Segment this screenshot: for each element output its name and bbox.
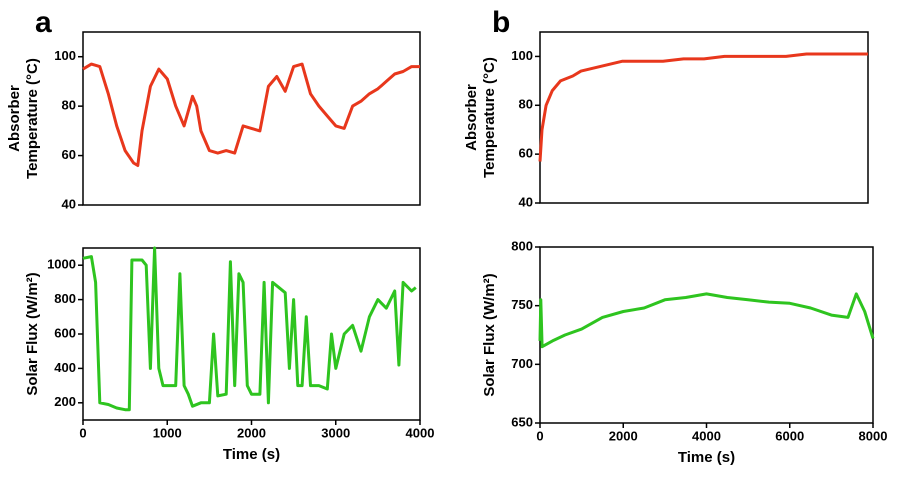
x-tick-label: 0: [79, 425, 86, 440]
y-tick-label: 60: [62, 147, 76, 162]
data-line: [82, 246, 417, 412]
y-tick-label: 600: [54, 325, 76, 340]
x-tick-label: 2000: [609, 428, 638, 443]
plot-frame: [539, 246, 874, 424]
data-line: [82, 62, 420, 167]
y-tick-label: 60: [519, 146, 533, 161]
y-tick-label: 700: [511, 356, 533, 371]
data-line: [538, 52, 868, 162]
x-tick-label: 8000: [859, 428, 888, 443]
x-tick-label: 4000: [406, 425, 435, 440]
y-axis-label: Solar Flux (W/m²): [24, 272, 41, 395]
y-tick-label: 40: [519, 194, 533, 209]
y-axis-label: Temperature (°C): [481, 57, 498, 178]
y-tick-label: 40: [62, 196, 76, 211]
y-tick-label: 800: [511, 238, 533, 253]
panel-label: b: [492, 6, 510, 39]
y-tick-label: 80: [519, 97, 533, 112]
y-axis-label: Absorber: [6, 85, 23, 152]
x-axis-label: Time (s): [678, 449, 735, 466]
x-tick-label: 1000: [153, 425, 182, 440]
plot-frame: [82, 31, 421, 206]
y-axis-label: Solar Flux (W/m²): [481, 273, 498, 396]
y-tick-label: 100: [511, 48, 533, 63]
y-tick-label: 750: [511, 297, 533, 312]
y-tick-label: 650: [511, 414, 533, 429]
y-tick-label: 100: [54, 48, 76, 63]
x-tick-label: 0: [536, 428, 543, 443]
y-tick-label: 800: [54, 291, 76, 306]
x-tick-label: 3000: [321, 425, 350, 440]
y-tick-label: 400: [54, 360, 76, 375]
data-line: [538, 292, 875, 349]
x-tick-label: 2000: [237, 425, 266, 440]
plot-frame: [539, 31, 869, 204]
x-tick-label: 6000: [775, 428, 804, 443]
y-tick-label: 80: [62, 98, 76, 113]
y-tick-label: 1000: [47, 257, 76, 272]
y-tick-label: 200: [54, 394, 76, 409]
y-axis-label: Absorber: [463, 84, 480, 151]
x-axis-label: Time (s): [223, 446, 280, 463]
y-axis-label: Temperature (°C): [24, 58, 41, 179]
x-tick-label: 4000: [692, 428, 721, 443]
panel-label: a: [35, 6, 52, 39]
